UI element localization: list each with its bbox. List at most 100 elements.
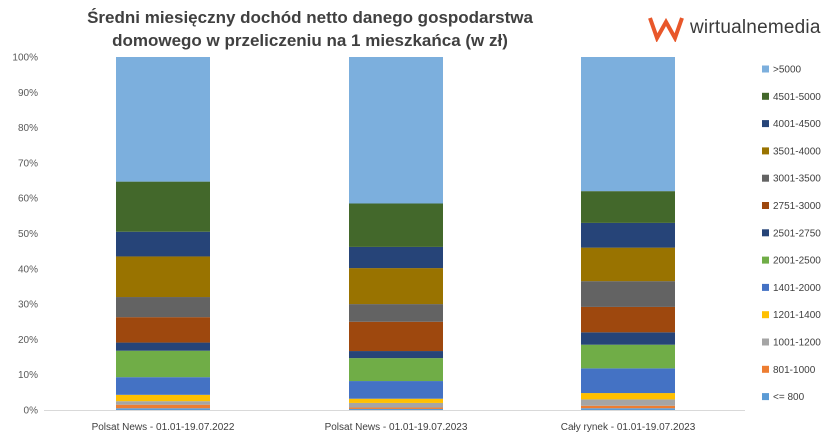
bar-segment	[349, 381, 443, 399]
bar-segment	[349, 268, 443, 305]
legend-item: 1401-2000	[762, 283, 821, 294]
legend-swatch	[762, 229, 769, 237]
legend-label: 1401-2000	[773, 283, 821, 294]
bar-stack	[349, 57, 443, 410]
x-tick-label: Polsat News - 01.01-19.07.2023	[325, 422, 468, 433]
bar-segment	[581, 222, 675, 248]
legend-label: 2751-3000	[773, 201, 821, 212]
logo-text: wirtualnemedia	[690, 17, 821, 38]
bar-stack	[116, 57, 210, 410]
bar-segment	[349, 304, 443, 322]
legend-swatch	[762, 120, 769, 128]
bar-segment	[116, 404, 210, 409]
legend-label: <= 800	[773, 392, 805, 403]
bars	[116, 57, 675, 410]
bar-segment	[349, 398, 443, 403]
y-tick-label: 30%	[18, 300, 38, 311]
bar-segment	[116, 181, 210, 232]
legend-item: 2751-3000	[762, 201, 821, 212]
chart-title: Średni miesięczny dochód netto danego go…	[50, 6, 570, 52]
legend-item: 801-1000	[762, 365, 816, 376]
bar-segment	[349, 321, 443, 352]
bar-segment	[116, 401, 210, 405]
bar-segment	[581, 281, 675, 307]
bar-segment	[581, 306, 675, 333]
legend-swatch	[762, 365, 769, 373]
legend-swatch	[762, 65, 769, 73]
y-tick-label: 80%	[18, 123, 38, 134]
bar-segment	[116, 342, 210, 351]
wm-logo-icon	[648, 17, 684, 42]
wirtualnemedia-logo: wirtualnemedia	[648, 14, 821, 42]
legend-swatch	[762, 174, 769, 182]
legend-label: 3501-4000	[773, 146, 821, 157]
bar-segment	[116, 57, 210, 182]
legend-item: 2501-2750	[762, 228, 821, 239]
bar-segment	[349, 57, 443, 204]
bar-segment	[349, 407, 443, 409]
bar-segment	[581, 408, 675, 410]
legend-item: 1001-1200	[762, 338, 821, 349]
bar-segment	[349, 358, 443, 382]
bar-segment	[116, 297, 210, 318]
bar-segment	[581, 399, 675, 406]
y-tick-label: 0%	[24, 406, 39, 417]
legend-swatch	[762, 92, 769, 100]
x-tick-label: Cały rynek - 01.01-19.07.2023	[561, 422, 696, 433]
bar-segment	[581, 368, 675, 394]
chart-title-line-2: domowego w przeliczeniu na 1 mieszkańca …	[112, 31, 508, 50]
legend-label: 1201-1400	[773, 310, 821, 321]
legend-swatch	[762, 393, 769, 401]
bar-segment	[349, 402, 443, 408]
bar-segment	[116, 350, 210, 378]
legend-label: 2501-2750	[773, 228, 821, 239]
legend-swatch	[762, 311, 769, 319]
legend-label: 801-1000	[773, 365, 816, 376]
legend-item: >5000	[762, 65, 802, 76]
bar-segment	[116, 377, 210, 395]
legend-label: 4001-4500	[773, 119, 821, 130]
legend-label: 1001-1200	[773, 338, 821, 349]
legend-item: 1201-1400	[762, 310, 821, 321]
legend-item: <= 800	[762, 392, 805, 403]
bar-segment	[581, 57, 675, 192]
bar-segment	[581, 247, 675, 282]
y-tick-label: 90%	[18, 88, 38, 99]
y-axis: 0% 10% 20% 30% 40% 50% 60% 70% 80% 90% 100%	[12, 53, 38, 417]
legend-item: 3001-3500	[762, 174, 821, 185]
legend-swatch	[762, 256, 769, 264]
bar-segment	[116, 408, 210, 410]
x-tick-label: Polsat News - 01.01-19.07.2022	[92, 422, 235, 433]
legend-label: >5000	[773, 65, 802, 76]
legend-item: 2001-2500	[762, 256, 821, 267]
bar-segment	[581, 332, 675, 345]
bar-segment	[581, 405, 675, 409]
y-tick-label: 40%	[18, 264, 38, 275]
legend-label: 4501-5000	[773, 92, 821, 103]
y-tick-label: 50%	[18, 229, 38, 240]
bar-segment	[581, 344, 675, 369]
legend-swatch	[762, 147, 769, 155]
bar-segment	[349, 351, 443, 359]
bar-segment	[581, 191, 675, 223]
bar-stack	[581, 57, 675, 410]
bar-segment	[349, 246, 443, 269]
y-tick-label: 10%	[18, 370, 38, 381]
bar-segment	[116, 231, 210, 257]
legend-label: 3001-3500	[773, 174, 821, 185]
bar-segment	[349, 203, 443, 247]
legend-label: 2001-2500	[773, 256, 821, 267]
legend-swatch	[762, 338, 769, 346]
bar-segment	[581, 393, 675, 400]
bar-segment	[116, 317, 210, 343]
chart-title-line-1: Średni miesięczny dochód netto danego go…	[87, 8, 533, 27]
y-tick-label: 60%	[18, 194, 38, 205]
bar-segment	[116, 394, 210, 402]
bar-segment	[116, 256, 210, 298]
bar-segment	[349, 408, 443, 410]
legend-item: 4001-4500	[762, 119, 821, 130]
y-tick-label: 20%	[18, 335, 38, 346]
legend-item: 4501-5000	[762, 92, 821, 103]
legend-swatch	[762, 202, 769, 209]
